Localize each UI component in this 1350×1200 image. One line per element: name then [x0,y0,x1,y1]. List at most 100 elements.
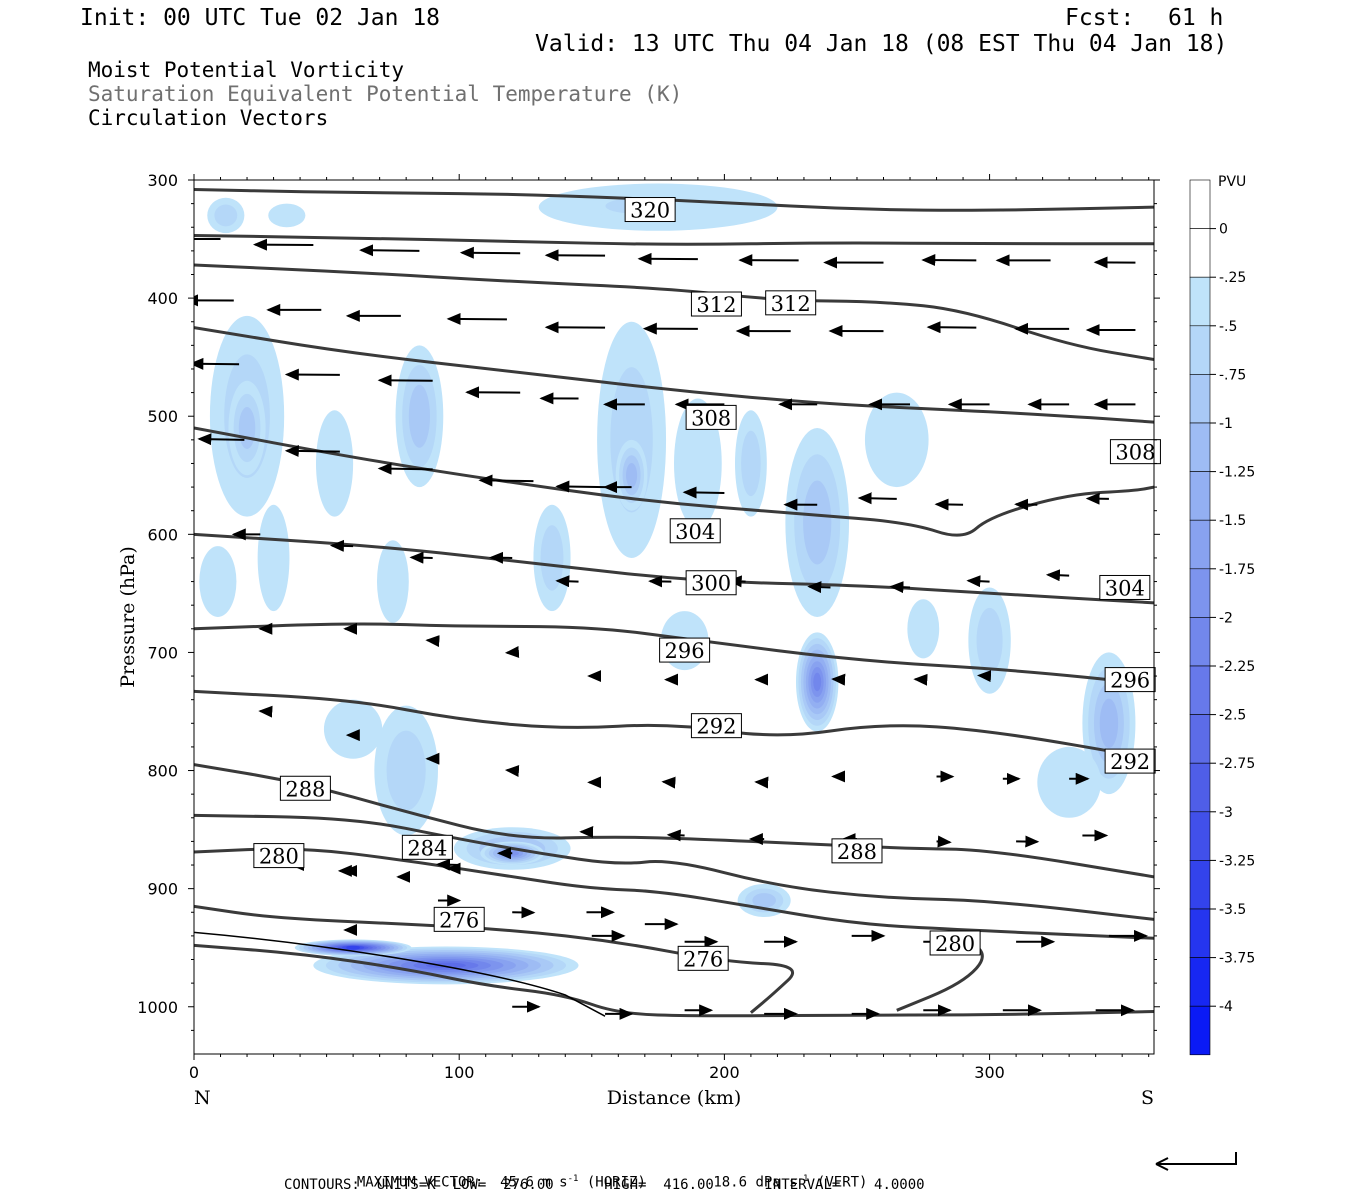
contour-label-text: 288 [285,777,325,801]
isentrope-line [194,234,1154,246]
colorbar-swatch [1189,325,1211,375]
colorbar-swatch [1189,665,1211,715]
circulation-vector [478,474,534,487]
y-tick-label: 600 [147,525,178,544]
circulation-vector [409,551,433,564]
contour-label-box [1104,748,1156,774]
pv-blob-level [386,730,426,811]
reference-vector [1155,1152,1237,1171]
colorbar-swatch [1189,568,1211,618]
contour-label-box [1104,667,1156,693]
colorbar-level-label: -.25 [1219,270,1246,286]
pv-blob [315,410,354,517]
colorbar-level-label: -.75 [1219,367,1246,383]
pv-blob [785,428,850,617]
contour-label-text: 296 [1110,669,1150,693]
x-axis-label: Distance (km) [607,1087,742,1109]
contour-label-box [685,404,737,430]
pv-blob-level [199,546,237,617]
contour-label: 288 [831,838,883,864]
contour-label-text: 280 [935,932,975,956]
contour-label: 284 [401,834,453,860]
pv-blob [376,540,409,623]
pv-shading-layer [199,183,1136,985]
contour-label-text: 304 [1105,576,1145,600]
circulation-vector [377,462,433,475]
contour-label-box [929,930,981,956]
max-vector-line: MAXIMUM VECTOR: 45.6 m s-1 (HORIZ) 18.6 … [340,1158,868,1191]
pv-blob-level [803,480,832,565]
contour-label: 292 [690,713,742,739]
contour-label-box [253,843,305,869]
pv-blob-level [346,945,360,950]
circulation-vector [459,246,521,259]
colorbar-level-label: -1.5 [1219,513,1246,529]
y-tick-label: 300 [147,171,178,190]
contour-label-text: 312 [696,293,736,317]
contour-label: 304 [669,518,721,544]
pv-blob-level [268,203,306,228]
north-end-label: N [194,1087,211,1109]
colorbar-level-label: -1.75 [1219,562,1255,578]
isentrope-line [194,326,1154,424]
field-title-theta-es: Saturation Equivalent Potential Temperat… [88,82,683,106]
pv-blob-level [315,410,354,517]
colorbar-swatch [1189,908,1211,958]
contour-label-text: 320 [630,199,670,223]
south-end-label: S [1141,1087,1154,1109]
circulation-vector [446,312,507,325]
contour-label-box [624,197,676,223]
colorbar-level-label: -3.75 [1219,951,1255,967]
circulation-vector [934,498,964,511]
colorbar-swatch [1189,714,1211,764]
pv-blob-level [752,893,776,908]
horiz-unit: (HORIZ) [586,1174,646,1191]
contour-label-box [669,518,721,544]
contour-label: 296 [1104,667,1156,693]
colorbar-swatch [1189,179,1211,229]
circulation-vector [857,492,897,505]
y-tick-label: 700 [147,643,178,662]
circulation-vector [926,321,977,334]
contour-label-box [1109,439,1161,465]
contour-label: 312 [690,291,742,317]
circulation-vector [889,581,911,594]
contour-label-box [690,713,742,739]
pv-blob [615,439,648,511]
contour-label-box [690,291,742,317]
contour-label: 308 [1109,439,1161,465]
horiz-value: 45.6 m s [500,1174,568,1191]
pv-blob-level [323,699,383,759]
contour-label-text: 312 [771,292,811,316]
contour-label-text: 296 [665,639,705,663]
pv-blob-level [864,392,929,488]
pv-blob [228,380,266,476]
theta-es-contours [194,187,1154,1018]
isentrope-line [194,904,794,1014]
colorbar-level-label: -2.25 [1219,659,1255,675]
contour-label: 288 [279,775,331,801]
colorbar-level-label: -3.25 [1219,853,1255,869]
colorbar-level-label: -4 [1219,999,1233,1015]
pv-blob-level [376,540,409,623]
pv-blob [795,632,839,732]
pv-blob-level [813,672,822,692]
pv-blob [734,410,767,517]
pv-blob [257,504,290,612]
init-time: Init: 00 UTC Tue 02 Jan 18 [80,5,441,31]
contours-info: CONTOURS: UNITS=K LOW= 276.00 HIGH= 416.… [284,1177,925,1193]
pv-blob-level [1037,746,1101,818]
circulation-vector [329,539,354,552]
contour-labels: 320 312 312 308 308 304 304 300 296 296 292 292 288 2… [253,197,1161,971]
y-tick-label: 800 [147,762,178,781]
circulation-vector [359,244,420,257]
contour-label-box [685,570,737,596]
colorbar-swatch [1189,762,1211,813]
contour-label-text: 280 [259,845,299,869]
colorbar: PVU 0 -.25 -.5 -.75 -1 -1.25 -1.5 -1.75 -2 -2.25 -2… [1189,174,1255,1056]
pv-blob-level [257,504,290,612]
contour-label: 320 [624,197,676,223]
pv-blob [199,546,237,617]
contour-label: 300 [685,570,737,596]
contour-label: 296 [659,637,711,663]
